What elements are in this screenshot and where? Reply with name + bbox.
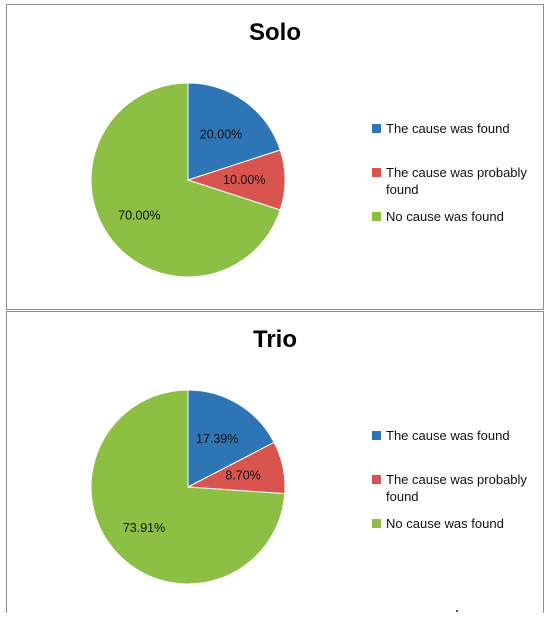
legend-label: No cause was found (386, 516, 504, 531)
legend-swatch (372, 519, 381, 528)
legend-label: The cause was found (386, 121, 510, 136)
data-label-no-cause: 73.91% (123, 521, 165, 535)
legend-label: The cause was probably found (386, 472, 527, 504)
legend-label: The cause was found (386, 428, 510, 443)
pie-slice-no-cause (90, 82, 281, 278)
pie-slice-found (187, 82, 281, 181)
legend-swatch (372, 212, 381, 221)
data-label-probably-found: 10.00% (223, 173, 265, 187)
legend-item-no-cause: No cause was found (372, 208, 536, 225)
pie-chart: 17.39% 8.70% 73.91% (90, 389, 286, 585)
pie-chart: 20.00% 10.00% 70.00% (90, 82, 286, 278)
data-label-probably-found: 8.70% (225, 469, 260, 483)
legend-item-found: The cause was found (372, 120, 536, 137)
chart-panel-trio: Trio 17.39% 8.70% 73.91% The cause was fou… (6, 311, 544, 613)
chart-title: Solo (249, 19, 301, 46)
legend-swatch (372, 475, 381, 484)
chart-panel-solo: Solo 20.00% 10.00% 70.00% The cause was fo… (6, 4, 544, 310)
legend-item-probably-found: The cause was probably found (372, 164, 536, 198)
legend-item-probably-found: The cause was probably found (372, 471, 536, 505)
legend-label: The cause was probably found (386, 165, 527, 197)
pie-slice-found (187, 389, 275, 488)
legend-swatch (372, 124, 381, 133)
legend-swatch (372, 168, 381, 177)
pie-slice-no-cause (90, 389, 286, 585)
legend-item-found: The cause was found (372, 427, 536, 444)
legend-item-no-cause: No cause was found (372, 515, 536, 532)
data-label-found: 20.00% (200, 127, 242, 141)
legend-label: No cause was found (386, 209, 504, 224)
legend-swatch (372, 431, 381, 440)
stray-dot (456, 610, 458, 612)
data-label-found: 17.39% (196, 432, 238, 446)
data-label-no-cause: 70.00% (118, 208, 160, 222)
chart-title: Trio (252, 326, 297, 353)
